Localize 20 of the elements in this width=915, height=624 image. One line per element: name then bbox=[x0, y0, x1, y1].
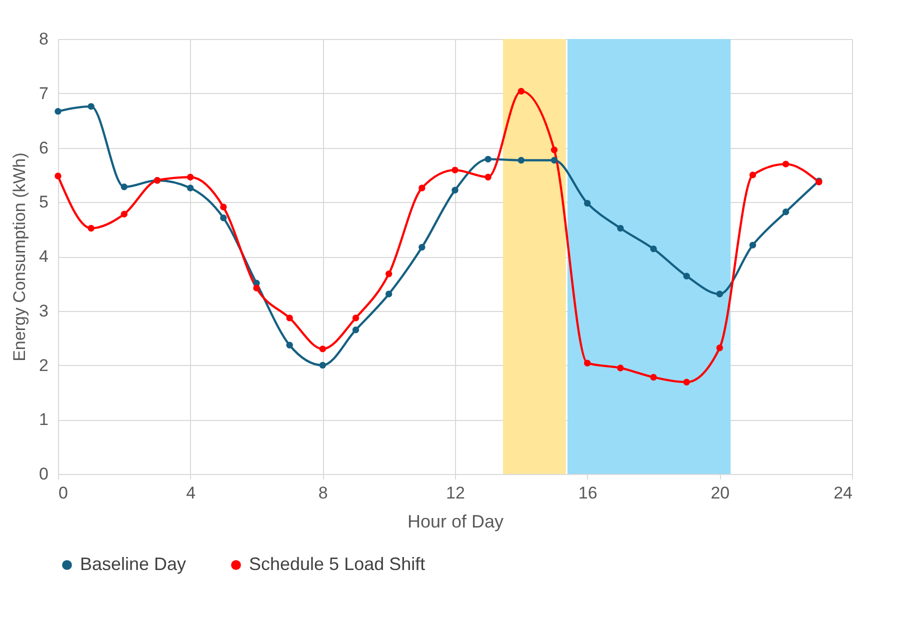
y-tick-label: 3 bbox=[39, 301, 48, 320]
y-tick-label: 5 bbox=[39, 192, 48, 212]
y-tick-label: 4 bbox=[39, 247, 48, 266]
x-axis-title: Hour of Day bbox=[407, 512, 504, 532]
y-tick-label: 0 bbox=[39, 464, 48, 484]
x-tick-label: 20 bbox=[710, 484, 730, 502]
x-tick-label: 4 bbox=[186, 484, 196, 502]
y-axis-title: Energy Consumption (kWh) bbox=[10, 152, 30, 362]
x-tick-label: 0 bbox=[58, 484, 68, 502]
y-tick-label: 7 bbox=[39, 84, 48, 103]
y-tick-label: 6 bbox=[39, 138, 48, 158]
x-tick-label: 16 bbox=[578, 484, 598, 502]
y-tick-label: 1 bbox=[39, 410, 48, 430]
y-tick-label: 8 bbox=[39, 30, 48, 48]
legend-label: Schedule 5 Load Shift bbox=[249, 554, 426, 574]
x-tick-label: 8 bbox=[318, 484, 328, 502]
y-tick-label: 2 bbox=[39, 356, 48, 375]
legend-label: Baseline Day bbox=[80, 554, 186, 574]
x-tick-label: 12 bbox=[446, 484, 465, 502]
x-tick-label: 24 bbox=[834, 484, 852, 502]
